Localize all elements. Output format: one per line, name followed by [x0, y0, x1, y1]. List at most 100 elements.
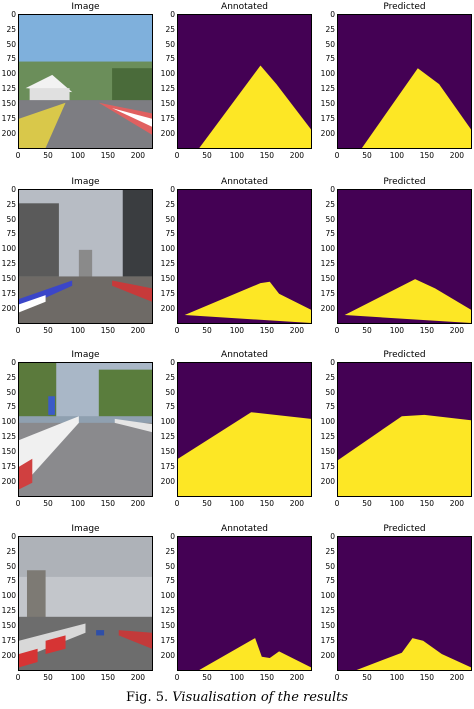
predicted-panel-title: Predicted — [383, 350, 426, 360]
y-tick-label: 150 — [320, 446, 335, 456]
y-tick-label: 175 — [160, 635, 175, 645]
y-tick-label: 25 — [6, 24, 16, 34]
y-tick-label: 100 — [320, 244, 335, 254]
y-tick-label: 175 — [160, 461, 175, 471]
x-tick-label: 0 — [174, 326, 180, 335]
y-tick-label: 0 — [11, 358, 16, 367]
y-tick-label: 200 — [160, 650, 175, 660]
x-tick-label: 0 — [15, 326, 21, 335]
y-tick-label: 75 — [165, 576, 175, 586]
x-tick-label: 50 — [43, 151, 53, 160]
y-tick-label: 150 — [320, 98, 335, 108]
annotated-panel-3 — [177, 362, 312, 497]
annotated-panel-title: Annotated — [221, 524, 268, 534]
x-tick-label: 150 — [259, 499, 275, 508]
x-tick-label: 200 — [130, 151, 146, 160]
y-tick-label: 50 — [325, 561, 335, 571]
x-tick-label: 50 — [43, 673, 53, 682]
y-tick-label: 125 — [1, 259, 16, 269]
y-tick-label: 25 — [6, 372, 16, 382]
x-tick-label: 200 — [289, 326, 305, 335]
y-tick-label: 200 — [160, 476, 175, 486]
predicted-panel-3 — [337, 362, 472, 497]
x-tick-label: 100 — [70, 151, 86, 160]
y-tick-label: 50 — [165, 387, 175, 397]
y-tick-label: 100 — [160, 417, 175, 427]
x-tick-label: 150 — [100, 499, 116, 508]
x-tick-label: 0 — [334, 499, 340, 508]
x-tick-label: 0 — [174, 499, 180, 508]
x-tick-label: 150 — [419, 673, 435, 682]
y-tick-label: 125 — [160, 432, 175, 442]
image-panel-title: Image — [71, 350, 100, 360]
x-tick-label: 150 — [100, 326, 116, 335]
y-tick-label: 50 — [325, 214, 335, 224]
y-tick-label: 125 — [1, 432, 16, 442]
y-tick-label: 200 — [160, 303, 175, 313]
caption-label: Fig. 5. — [125, 690, 169, 705]
predicted-panel-1 — [337, 14, 472, 149]
y-tick-label: 0 — [170, 532, 175, 541]
y-tick-label: 75 — [325, 229, 335, 239]
y-tick-label: 75 — [6, 576, 16, 586]
x-tick-label: 200 — [449, 673, 465, 682]
image-mask-graphic — [19, 15, 152, 148]
y-tick-label: 150 — [1, 273, 16, 283]
y-tick-label: 0 — [330, 532, 335, 541]
predicted-mask-graphic — [338, 190, 471, 323]
x-tick-label: 100 — [389, 326, 405, 335]
y-tick-label: 125 — [1, 84, 16, 94]
x-tick-label: 200 — [130, 499, 146, 508]
y-tick-label: 75 — [165, 54, 175, 64]
x-tick-label: 0 — [15, 499, 21, 508]
y-tick-label: 0 — [330, 185, 335, 194]
image-panel-4 — [18, 536, 153, 671]
y-tick-label: 25 — [325, 24, 335, 34]
y-tick-label: 125 — [1, 606, 16, 616]
y-tick-label: 175 — [160, 288, 175, 298]
y-tick-label: 150 — [1, 98, 16, 108]
x-tick-label: 0 — [15, 673, 21, 682]
y-tick-label: 25 — [6, 199, 16, 209]
y-tick-label: 0 — [170, 358, 175, 367]
y-tick-label: 25 — [325, 546, 335, 556]
image-panel-1 — [18, 14, 153, 149]
y-tick-label: 100 — [160, 244, 175, 254]
y-tick-label: 175 — [320, 461, 335, 471]
x-tick-label: 0 — [334, 326, 340, 335]
x-tick-label: 150 — [419, 151, 435, 160]
x-tick-label: 150 — [259, 326, 275, 335]
y-tick-label: 100 — [320, 417, 335, 427]
x-tick-label: 150 — [100, 673, 116, 682]
predicted-panel-2 — [337, 189, 472, 324]
y-tick-label: 125 — [320, 259, 335, 269]
x-tick-label: 150 — [259, 151, 275, 160]
y-tick-label: 200 — [160, 128, 175, 138]
y-tick-label: 0 — [330, 10, 335, 19]
y-tick-label: 75 — [6, 229, 16, 239]
y-tick-label: 200 — [1, 650, 16, 660]
image-panel-2 — [18, 189, 153, 324]
y-tick-label: 25 — [6, 546, 16, 556]
y-tick-label: 125 — [160, 259, 175, 269]
y-tick-label: 100 — [1, 244, 16, 254]
y-tick-label: 25 — [165, 372, 175, 382]
x-tick-label: 100 — [70, 673, 86, 682]
x-tick-label: 200 — [130, 326, 146, 335]
x-tick-label: 0 — [174, 673, 180, 682]
y-tick-label: 150 — [1, 446, 16, 456]
x-tick-label: 0 — [15, 151, 21, 160]
x-tick-label: 100 — [70, 326, 86, 335]
annotated-mask-graphic — [178, 537, 311, 670]
x-tick-label: 50 — [43, 499, 53, 508]
y-tick-label: 0 — [11, 532, 16, 541]
y-tick-label: 200 — [1, 128, 16, 138]
y-tick-label: 50 — [165, 214, 175, 224]
y-tick-label: 75 — [325, 54, 335, 64]
x-tick-label: 150 — [100, 151, 116, 160]
x-tick-label: 0 — [334, 673, 340, 682]
y-tick-label: 25 — [325, 372, 335, 382]
x-tick-label: 50 — [362, 151, 372, 160]
y-tick-label: 50 — [6, 387, 16, 397]
annotated-mask-graphic — [178, 190, 311, 323]
